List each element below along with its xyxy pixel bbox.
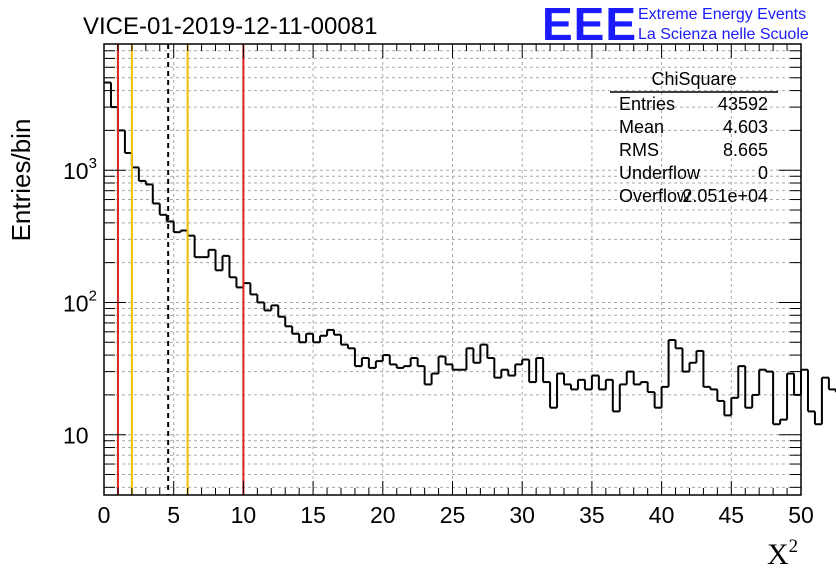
y-axis-label: Entries/bin — [6, 119, 36, 242]
x-tick-label: 25 — [440, 502, 466, 528]
stats-label-entries: Entries — [619, 94, 675, 114]
axis-ticks — [103, 43, 802, 495]
stats-value-underflow: 0 — [758, 163, 768, 183]
stats-label-underflow: Underflow — [619, 163, 701, 183]
x-axis-label-superscript: 2 — [789, 536, 799, 557]
logo-line-2: La Scienza nelle Scuole — [638, 26, 809, 43]
stats-value-entries: 43592 — [718, 94, 768, 114]
y-tick-labels: 10 102 103 — [63, 155, 97, 449]
x-tick-label: 35 — [579, 502, 605, 528]
y-tick-label: 10 — [63, 423, 89, 449]
logo-line-1: Extreme Energy Events — [638, 6, 806, 23]
x-tick-label: 15 — [300, 502, 326, 528]
stats-box-title: ChiSquare — [651, 69, 736, 89]
x-tick-label: 40 — [649, 502, 675, 528]
x-tick-labels: 0 5 10 15 20 25 30 35 40 45 50 — [98, 502, 814, 528]
stats-value-rms: 8.665 — [723, 140, 768, 160]
stats-value-overflow: 2.051e+04 — [682, 186, 768, 206]
x-tick-label: 20 — [370, 502, 396, 528]
x-tick-label: 10 — [231, 502, 257, 528]
threshold-lines — [116, 44, 245, 495]
stats-label-mean: Mean — [619, 117, 664, 137]
x-tick-label: 30 — [509, 502, 535, 528]
stats-box: ChiSquare Entries 43592 Mean 4.603 RMS 8… — [610, 69, 778, 206]
x-tick-label: 5 — [167, 502, 180, 528]
logo-mark: EEE — [542, 0, 637, 50]
x-axis-label: X2 — [767, 536, 798, 571]
x-tick-label: 50 — [788, 502, 814, 528]
y-tick-label: 102 — [63, 287, 97, 316]
x-tick-label: 0 — [98, 502, 111, 528]
chart-title: VICE-01-2019-12-11-00081 — [83, 13, 377, 40]
eee-logo: EEE Extreme Energy Events La Scienza nel… — [542, 0, 809, 50]
x-tick-label: 45 — [719, 502, 745, 528]
stats-label-overflow: Overflow — [619, 186, 691, 206]
stats-label-rms: RMS — [619, 140, 659, 160]
stats-value-mean: 4.603 — [723, 117, 768, 137]
y-tick-label: 103 — [63, 155, 97, 184]
histogram-bars — [104, 81, 836, 426]
